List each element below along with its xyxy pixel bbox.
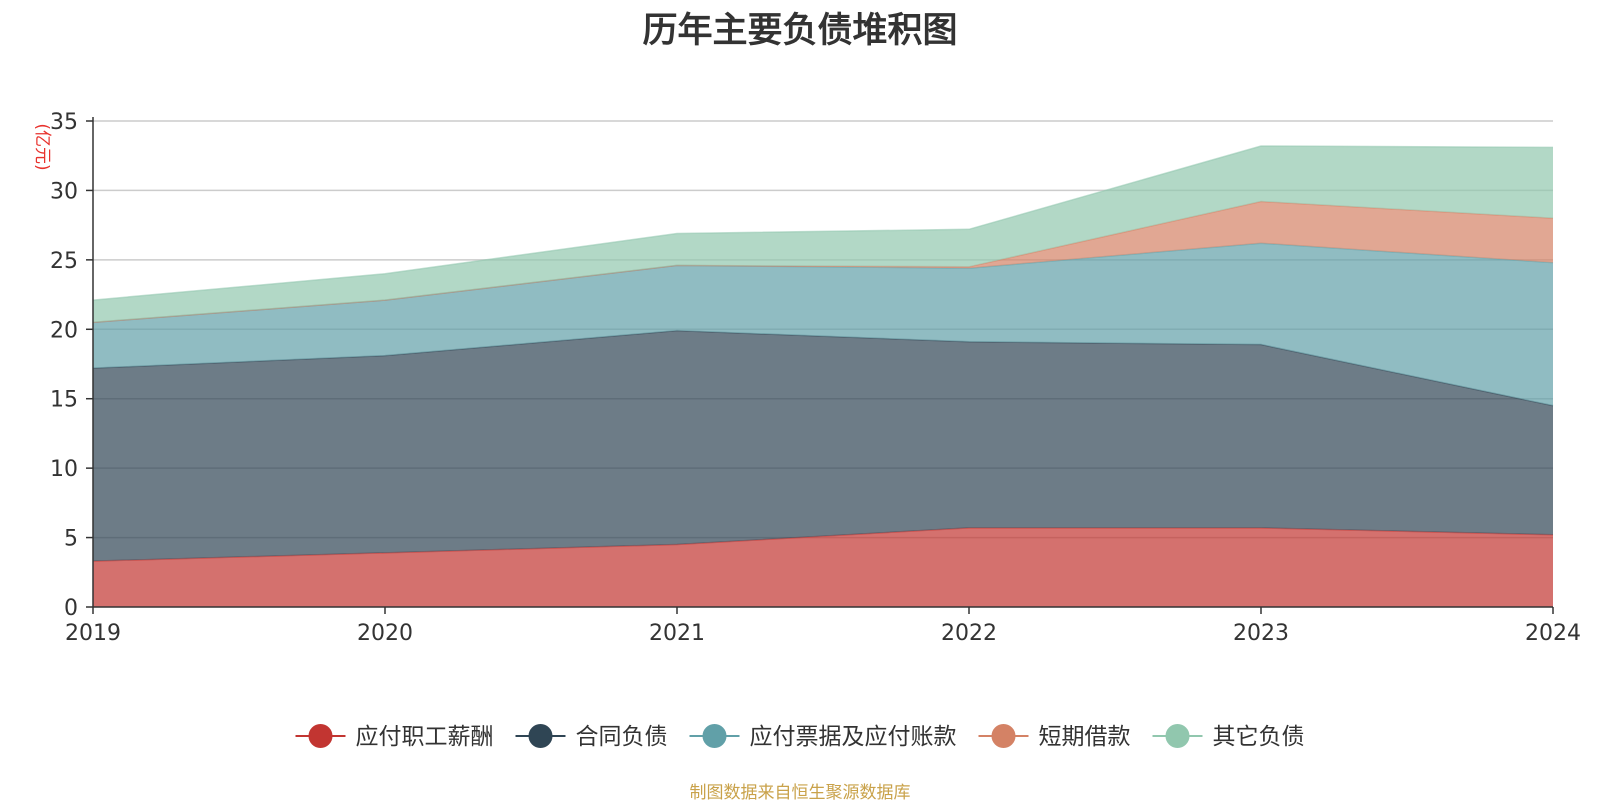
legend-label: 应付职工薪酬	[356, 724, 494, 750]
x-tick-label-2020: 2020	[357, 621, 413, 646]
area-layer	[92, 145, 1554, 607]
y-tick-label-35: 35	[50, 110, 78, 135]
area-series-2[interactable]	[93, 243, 1553, 406]
y-tick-label-20: 20	[50, 318, 78, 343]
legend-item-0[interactable]: 应付职工薪酬	[295, 724, 494, 750]
legend-label: 合同负债	[576, 724, 668, 750]
legend-item-2[interactable]: 应付票据及应付账款	[689, 724, 957, 750]
y-tick-label-0: 0	[64, 596, 78, 621]
y-tick-label-15: 15	[50, 388, 78, 413]
legend-marker	[528, 724, 553, 748]
y-tick-label-25: 25	[50, 249, 78, 274]
y-axis-unit-label: (亿元)	[32, 123, 52, 170]
area-series-1[interactable]	[93, 330, 1553, 562]
legend-label: 应付票据及应付账款	[750, 724, 957, 750]
y-tick-label-30: 30	[50, 179, 78, 204]
legend-label: 短期借款	[1039, 724, 1131, 750]
y-tick-label-10: 10	[50, 457, 78, 482]
legend-item-4[interactable]: 其它负债	[1152, 724, 1305, 750]
legend-marker	[702, 724, 727, 748]
legend-item-3[interactable]: 短期借款	[978, 724, 1131, 750]
area-series-4[interactable]	[93, 145, 1553, 323]
x-tick-label-2024: 2024	[1525, 621, 1581, 646]
area-series-3[interactable]	[93, 201, 1553, 323]
area-series-4-edge	[92, 145, 1554, 301]
axis-layer: 0 5 10 15 20 25 30 35 2019 2020 2021 2022 2023 2024	[50, 110, 1581, 646]
legend[interactable]: 应付职工薪酬 合同负债 应付票据及应付账款 短期借款 其它负债	[295, 724, 1305, 750]
area-series-0[interactable]	[93, 527, 1553, 607]
y-tick-label-5: 5	[64, 527, 78, 552]
legend-marker	[1165, 724, 1190, 748]
x-tick-label-2023: 2023	[1233, 621, 1289, 646]
x-tick-label-2022: 2022	[941, 621, 997, 646]
legend-marker	[308, 724, 333, 748]
legend-item-1[interactable]: 合同负债	[515, 724, 668, 750]
data-source-note: 制图数据来自恒生聚源数据库	[689, 783, 911, 803]
chart-title: 历年主要负债堆积图	[642, 11, 958, 51]
x-tick-label-2021: 2021	[649, 621, 705, 646]
x-tick-label-2019: 2019	[65, 621, 121, 646]
legend-label: 其它负债	[1213, 724, 1305, 750]
legend-marker	[991, 724, 1016, 748]
